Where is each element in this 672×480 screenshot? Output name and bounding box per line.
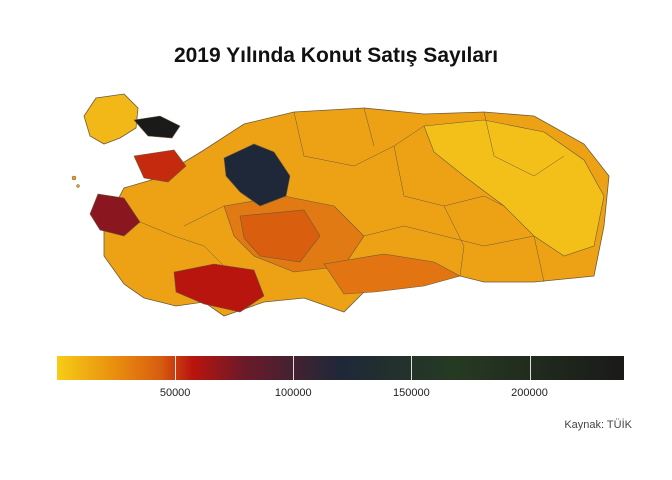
antalya — [173, 263, 265, 313]
legend-tick-label: 200000 — [511, 387, 548, 399]
legend-tick-mark — [175, 356, 177, 380]
map-title: 2019 Yılında Konut Satış Sayıları — [173, 44, 499, 67]
bursa — [133, 149, 187, 183]
konya-region — [239, 209, 321, 263]
istanbul — [133, 115, 181, 139]
island — [76, 184, 80, 188]
ankara — [223, 143, 291, 207]
legend-tick-label: 150000 — [393, 387, 430, 399]
thrace-base — [83, 93, 139, 145]
turkey-choropleth-map — [71, 93, 610, 317]
izmir — [89, 193, 141, 237]
island — [71, 175, 77, 181]
legend-tick-label: 50000 — [159, 387, 191, 399]
legend-colorbar — [57, 356, 624, 380]
legend-tick-mark — [411, 356, 413, 380]
legend-tick-label: 100000 — [274, 387, 312, 399]
province-borders — [139, 107, 565, 283]
source-caption: Kaynak: TÜİK — [564, 419, 632, 431]
south-orange — [323, 253, 461, 295]
east-yellow — [423, 119, 605, 257]
legend-tick-mark — [293, 356, 295, 380]
legend-tick-mark — [529, 356, 531, 380]
